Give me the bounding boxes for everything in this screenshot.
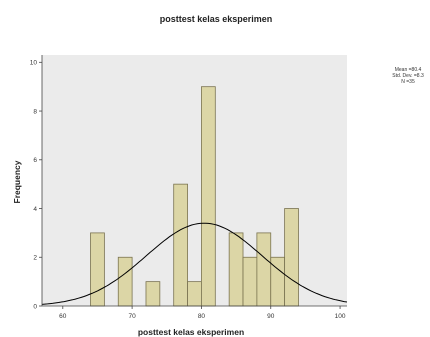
y-tick-label-2: 2 <box>33 255 37 262</box>
histogram-bar-7 <box>228 232 244 307</box>
stats-mean: Mean =80.4 <box>395 67 422 73</box>
x-ticks: 60 70 80 90 100 <box>59 306 346 320</box>
y-tick-label-6: 6 <box>33 157 37 164</box>
histogram-bar-6 <box>201 86 216 307</box>
x-tick-label-90: 90 <box>267 313 275 320</box>
stats-n: N =35 <box>401 79 415 85</box>
stats-sd: Std. Dev. =8.3 <box>392 73 424 79</box>
y-ticks: 0 2 4 6 8 10 <box>30 60 42 310</box>
plot-area <box>42 55 347 306</box>
histogram-bar-8 <box>242 256 258 307</box>
bars-group <box>90 86 299 307</box>
x-axis-title: posttest kelas eksperimen <box>138 327 244 337</box>
x-tick-label-60: 60 <box>59 313 67 320</box>
histogram-bar-2 <box>117 256 133 307</box>
histogram-bar-1 <box>90 232 105 307</box>
histogram-bar-11 <box>284 208 299 307</box>
y-tick-label-0: 0 <box>33 303 37 310</box>
y-axis-title: Frequency <box>12 160 22 203</box>
x-tick-label-100: 100 <box>335 313 346 320</box>
stats-box: Mean =80.4 Std. Dev. =8.3 N =35 <box>392 67 424 85</box>
x-tick-label-80: 80 <box>198 313 206 320</box>
normal-curve <box>41 222 348 305</box>
histogram-bar-3 <box>145 281 161 307</box>
chart-title: posttest kelas eksperimen <box>160 14 273 24</box>
histogram-bar-4 <box>173 183 188 307</box>
histogram-bar-5 <box>187 281 202 307</box>
y-tick-label-10: 10 <box>30 60 38 67</box>
x-tick-label-70: 70 <box>128 313 136 320</box>
y-tick-label-4: 4 <box>33 206 37 213</box>
y-tick-label-8: 8 <box>33 108 37 115</box>
histogram-bar-9 <box>256 232 272 307</box>
